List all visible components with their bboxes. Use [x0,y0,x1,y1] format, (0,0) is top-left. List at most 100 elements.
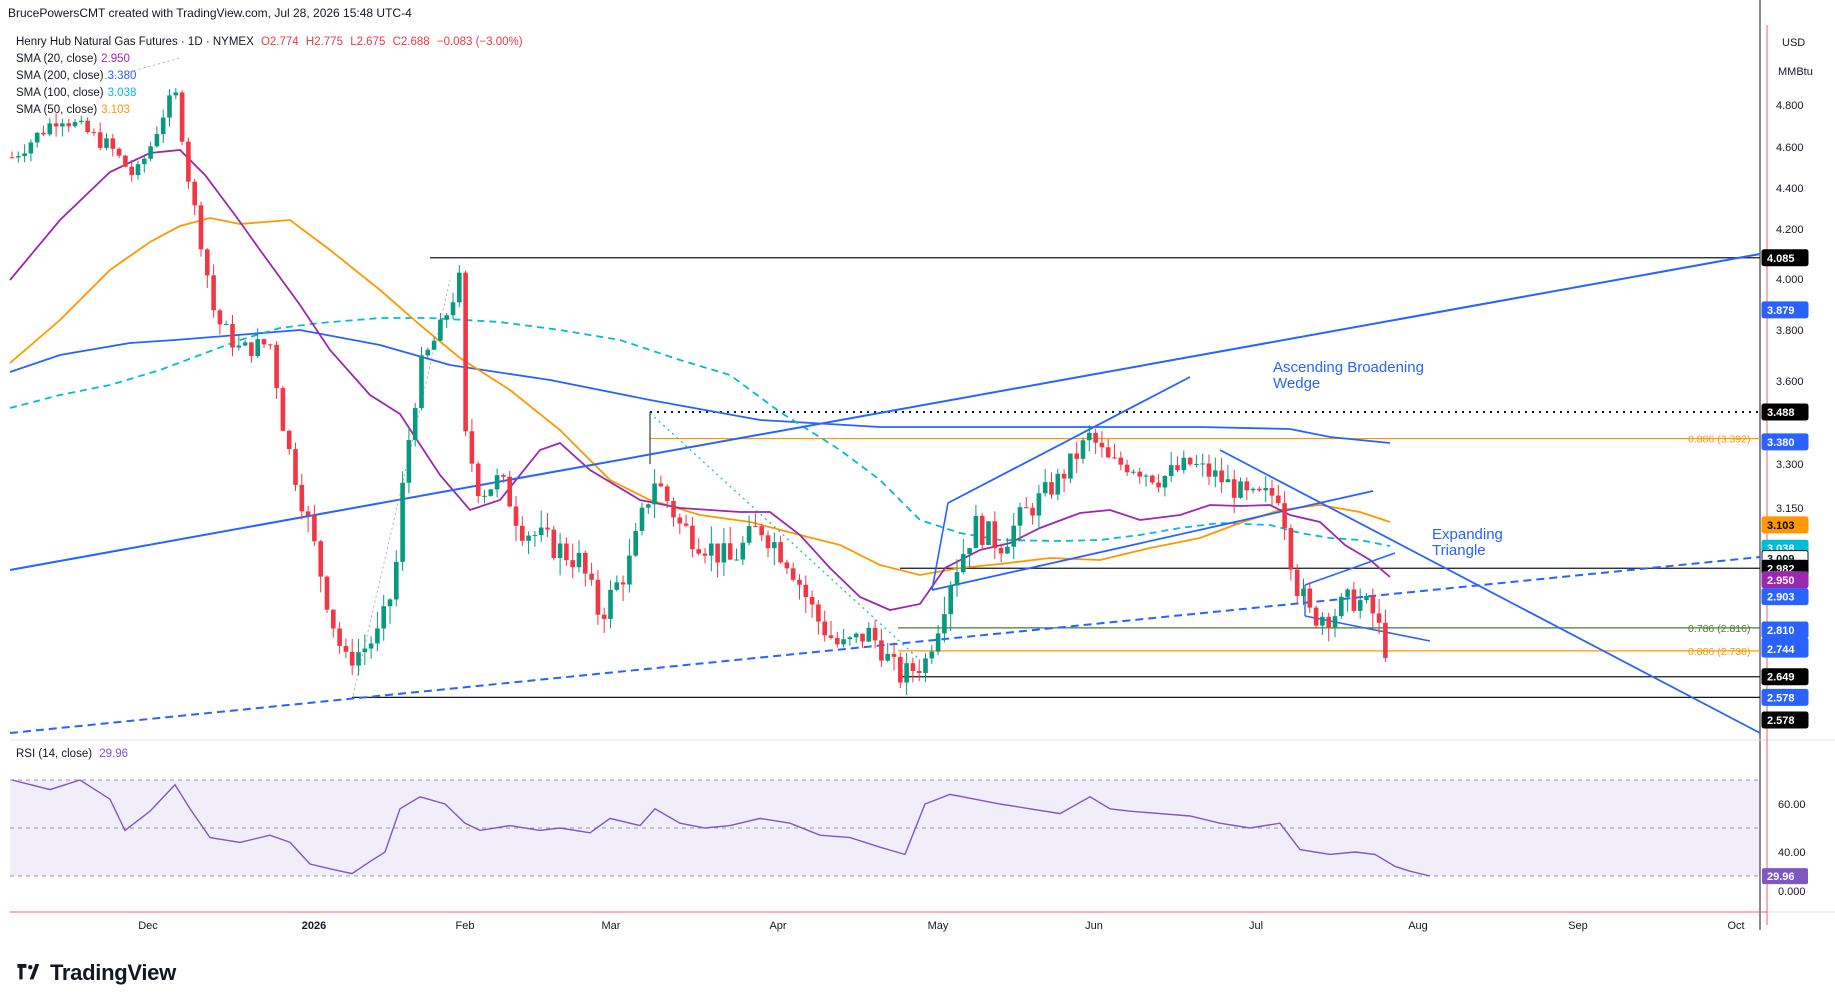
candle-body [280,388,286,431]
candle-body [520,525,525,541]
triangle-label-line2: Triangle [1432,542,1486,559]
legend-sma50[interactable]: SMA (50, close) 3.103 [16,102,523,119]
month-label: Sep [1568,920,1588,932]
candle-body [53,123,59,127]
candle-body [1194,463,1199,465]
month-label: Mar [602,920,621,932]
candle-body [992,521,998,548]
fib-886-label: 0.886 (2.738) [1688,646,1750,658]
candle-body [627,555,632,585]
candle-body [1162,476,1168,488]
candle-body [910,663,916,671]
triangle-down-line [1219,449,1761,734]
candle-body [664,486,670,502]
candle-body [16,156,21,158]
candle-body [431,340,437,350]
candle-body [557,543,563,559]
legend-sma100[interactable]: SMA (100, close) 3.038 [16,85,523,102]
candle-body [22,153,27,157]
candle-body [1099,442,1105,448]
candle-body [1080,440,1086,459]
candle-body [1294,569,1300,596]
candle-body [1307,588,1313,608]
candle-body [1168,465,1174,477]
candle-body [97,132,103,148]
candle-body [513,506,519,526]
candle-body [1074,453,1079,459]
price-tag: 4.085 [1761,249,1809,267]
legend-title-row[interactable]: Henry Hub Natural Gas Futures · 1D · NYM… [16,34,523,51]
candle-body [526,535,531,541]
candle-body [274,344,279,389]
wedge-lower-trendline [9,556,1761,734]
price-tag: 2.744 [1761,640,1809,658]
candle-body [286,430,292,450]
candle-body [532,535,538,537]
triangle-lower-line [1304,615,1431,642]
price-tag-bg [1761,688,1809,706]
candle-body [469,431,475,464]
candle-body [1263,488,1268,491]
price-tag-bg [1761,403,1809,421]
top-dotted-line [99,57,181,81]
candle-body [482,495,487,497]
price-tag-bg [1761,571,1809,589]
price-tag-bg [1761,711,1809,729]
price-tag: 2.578 [1761,711,1809,729]
price-tag-bg [1761,588,1809,606]
candle-body [1339,596,1344,617]
candle-body [343,645,349,652]
price-tag-bg [1761,516,1809,534]
candle-body [305,511,311,516]
candle-body [236,345,242,348]
candle-body [167,95,172,118]
rsi-tick-label: 40.00 [1778,847,1806,859]
sma100-value: 3.038 [107,87,137,99]
price-tag-bg [1761,249,1809,267]
currency-label: USD [1782,37,1805,49]
candle-body [772,542,777,549]
candle-body [79,120,84,123]
candle-body [148,146,153,159]
candle-body [1326,616,1331,628]
candle-body [545,527,550,530]
candle-body [646,504,651,508]
candle-body [866,627,872,642]
candle-body [746,526,752,543]
price-tag-bg [1761,640,1809,658]
candle-body [967,548,972,555]
price-tag-label: 2.578 [1767,692,1795,704]
candle-body [444,315,449,320]
legend-sma20[interactable]: SMA (20, close) 2.950 [16,51,523,68]
price-tick-label: 4.200 [1776,224,1804,236]
tradingview-logo[interactable]: TradingView [12,960,176,986]
rsi-legend[interactable]: RSI (14, close) 29.96 [16,748,128,760]
ohlc-close: C2.688 [392,36,430,48]
candle-body [589,573,594,580]
candle-body [721,543,727,563]
candle-body [394,561,399,600]
legend-sma200[interactable]: SMA (200, close) 3.380 [16,68,523,85]
candle-body [576,552,582,568]
wedge-label-line1: Ascending Broadening [1273,359,1424,376]
candle-body [475,463,481,497]
candle-body [85,120,90,133]
month-label: Oct [1727,920,1744,932]
candle-body [268,344,273,346]
candle-body [400,482,405,562]
price-tag: 3.879 [1761,301,1809,319]
candle-body [784,562,790,569]
candle-body [463,272,468,432]
price-tag-label: 3.488 [1767,407,1795,419]
candle-body [381,606,386,629]
candle-body [671,501,676,518]
candle-body [683,523,689,526]
month-label: Jun [1085,920,1103,932]
candles [9,88,1388,696]
candle-body [803,584,809,597]
candle-body [1288,528,1294,570]
candle-body [608,589,613,619]
candle-body [904,663,909,683]
candle-body [160,117,166,135]
